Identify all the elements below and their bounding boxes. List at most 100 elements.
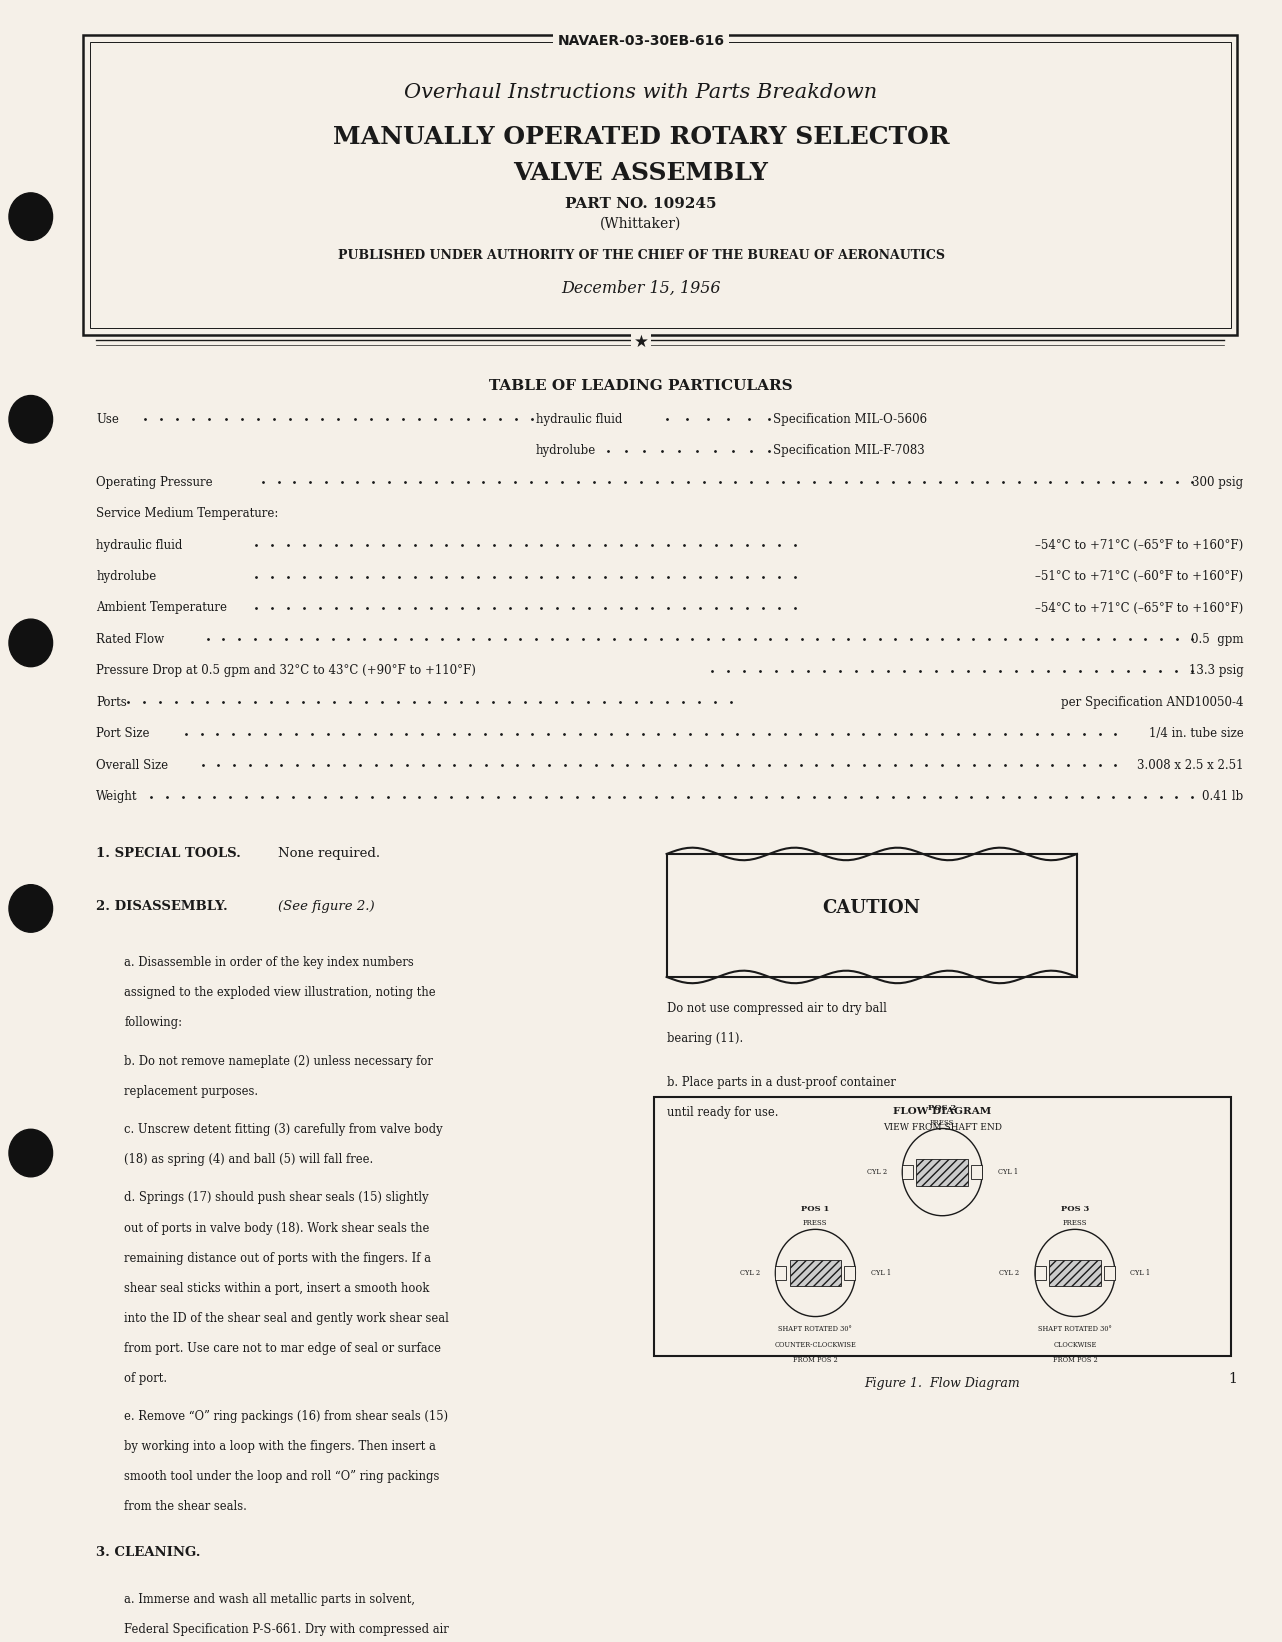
Bar	[654, 1097, 1231, 1356]
Text: 3.008 x 2.5 x 2.51: 3.008 x 2.5 x 2.51	[1137, 759, 1244, 772]
Text: VIEW FROM SHAFT END: VIEW FROM SHAFT END	[883, 1123, 1001, 1133]
Bar	[1035, 1266, 1046, 1281]
Text: Do not use compressed air to dry ball: Do not use compressed air to dry ball	[667, 1002, 887, 1015]
Text: following:: following:	[124, 1016, 182, 1030]
Text: d. Springs (17) should push shear seals (15) slightly: d. Springs (17) should push shear seals …	[124, 1192, 429, 1205]
Circle shape	[9, 619, 53, 667]
Bar	[903, 1164, 913, 1179]
Text: CYL 2: CYL 2	[740, 1269, 760, 1277]
Text: into the ID of the shear seal and gently work shear seal: into the ID of the shear seal and gently…	[124, 1312, 449, 1325]
Text: Use: Use	[96, 412, 119, 425]
Text: 3. CLEANING.: 3. CLEANING.	[96, 1545, 201, 1558]
Bar	[776, 1266, 786, 1281]
Text: a. Disassemble in order of the key index numbers: a. Disassemble in order of the key index…	[124, 956, 414, 969]
Text: CYL 1: CYL 1	[997, 1167, 1018, 1176]
Text: SHAFT ROTATED 30°: SHAFT ROTATED 30°	[1038, 1325, 1111, 1333]
Text: until ready for use.: until ready for use.	[667, 1107, 778, 1120]
Bar	[845, 1266, 855, 1281]
Text: SHAFT ROTATED 30°: SHAFT ROTATED 30°	[778, 1325, 853, 1333]
Text: Rated Flow: Rated Flow	[96, 632, 164, 645]
Text: e. Remove “O” ring packings (16) from shear seals (15): e. Remove “O” ring packings (16) from sh…	[124, 1410, 449, 1424]
Text: 300 psig: 300 psig	[1192, 476, 1244, 489]
Text: Ports: Ports	[96, 696, 127, 709]
Text: smooth tool under the loop and roll “O” ring packings: smooth tool under the loop and roll “O” …	[124, 1470, 440, 1483]
Text: bearing (11).: bearing (11).	[667, 1033, 742, 1046]
Text: PART NO. 109245: PART NO. 109245	[565, 197, 717, 212]
Text: VALVE ASSEMBLY: VALVE ASSEMBLY	[514, 161, 768, 186]
Text: replacement purposes.: replacement purposes.	[124, 1085, 259, 1097]
Text: shear seal sticks within a port, insert a smooth hook: shear seal sticks within a port, insert …	[124, 1282, 429, 1294]
Text: out of ports in valve body (18). Work shear seals the: out of ports in valve body (18). Work sh…	[124, 1222, 429, 1235]
Text: Ambient Temperature: Ambient Temperature	[96, 601, 227, 614]
Text: from the shear seals.: from the shear seals.	[124, 1501, 247, 1514]
Text: TABLE OF LEADING PARTICULARS: TABLE OF LEADING PARTICULARS	[490, 379, 792, 392]
Text: a. Immerse and wash all metallic parts in solvent,: a. Immerse and wash all metallic parts i…	[124, 1593, 415, 1606]
Bar	[917, 1159, 968, 1186]
Text: CYL 2: CYL 2	[867, 1167, 887, 1176]
Text: 1: 1	[1228, 1373, 1237, 1386]
Text: b. Do not remove nameplate (2) unless necessary for: b. Do not remove nameplate (2) unless ne…	[124, 1054, 433, 1067]
Text: CYL 2: CYL 2	[1000, 1269, 1019, 1277]
Text: FROM POS 2: FROM POS 2	[794, 1356, 837, 1365]
Text: Port Size: Port Size	[96, 727, 150, 741]
Bar	[1104, 1266, 1115, 1281]
Circle shape	[9, 885, 53, 933]
Text: NAVAER-03-30EB-616: NAVAER-03-30EB-616	[558, 33, 724, 48]
Text: c. Unscrew detent fitting (3) carefully from valve body: c. Unscrew detent fitting (3) carefully …	[124, 1123, 444, 1136]
Text: ★: ★	[633, 333, 649, 351]
Text: COUNTER-CLOCKWISE: COUNTER-CLOCKWISE	[774, 1342, 856, 1348]
Bar	[790, 1259, 841, 1286]
Text: –54°C to +71°C (–65°F to +160°F): –54°C to +71°C (–65°F to +160°F)	[1036, 601, 1244, 614]
Text: hydraulic fluid: hydraulic fluid	[536, 412, 622, 425]
Text: Specification MIL-F-7083: Specification MIL-F-7083	[773, 445, 924, 456]
Text: hydraulic fluid: hydraulic fluid	[96, 539, 182, 552]
Text: PRESS: PRESS	[1063, 1220, 1087, 1227]
Text: POS 2: POS 2	[928, 1103, 956, 1112]
Text: POS 3: POS 3	[1060, 1205, 1090, 1212]
Text: (See figure 2.): (See figure 2.)	[278, 900, 374, 913]
Text: Overhaul Instructions with Parts Breakdown: Overhaul Instructions with Parts Breakdo…	[404, 82, 878, 102]
Text: POS 1: POS 1	[801, 1205, 829, 1212]
Circle shape	[9, 1130, 53, 1177]
Text: Weight: Weight	[96, 790, 137, 803]
Text: CLOCKWISE: CLOCKWISE	[1054, 1342, 1096, 1348]
Circle shape	[9, 396, 53, 443]
Text: hydrolube: hydrolube	[536, 445, 596, 456]
Bar	[1049, 1259, 1101, 1286]
Bar	[972, 1164, 982, 1179]
Text: December 15, 1956: December 15, 1956	[562, 279, 720, 297]
Text: 2. DISASSEMBLY.: 2. DISASSEMBLY.	[96, 900, 228, 913]
Text: 0.5  gpm: 0.5 gpm	[1191, 632, 1244, 645]
Text: per Specification AND10050-4: per Specification AND10050-4	[1061, 696, 1244, 709]
Text: 1. SPECIAL TOOLS.: 1. SPECIAL TOOLS.	[96, 847, 241, 860]
Text: Service Medium Temperature:: Service Medium Temperature:	[96, 507, 278, 521]
Text: Federal Specification P-S-661. Dry with compressed air: Federal Specification P-S-661. Dry with …	[124, 1624, 449, 1637]
Text: FROM POS 2: FROM POS 2	[1053, 1356, 1097, 1365]
Text: CYL 1: CYL 1	[870, 1269, 891, 1277]
Text: PRESS: PRESS	[803, 1220, 828, 1227]
Text: of port.: of port.	[124, 1371, 168, 1384]
Text: Overall Size: Overall Size	[96, 759, 168, 772]
Text: (Whittaker): (Whittaker)	[600, 217, 682, 230]
Text: CYL 1: CYL 1	[1131, 1269, 1150, 1277]
Text: –51°C to +71°C (–60°F to +160°F): –51°C to +71°C (–60°F to +160°F)	[1036, 570, 1244, 583]
Text: Pressure Drop at 0.5 gpm and 32°C to 43°C (+90°F to +110°F): Pressure Drop at 0.5 gpm and 32°C to 43°…	[96, 665, 476, 678]
Text: assigned to the exploded view illustration, noting the: assigned to the exploded view illustrati…	[124, 987, 436, 998]
Text: PUBLISHED UNDER AUTHORITY OF THE CHIEF OF THE BUREAU OF AERONAUTICS: PUBLISHED UNDER AUTHORITY OF THE CHIEF O…	[337, 250, 945, 263]
Text: remaining distance out of ports with the fingers. If a: remaining distance out of ports with the…	[124, 1251, 431, 1264]
Text: PRESS: PRESS	[929, 1118, 955, 1126]
Text: None required.: None required.	[278, 847, 381, 860]
Text: 0.41 lb: 0.41 lb	[1203, 790, 1244, 803]
Text: (18) as spring (4) and ball (5) will fall free.: (18) as spring (4) and ball (5) will fal…	[124, 1153, 373, 1166]
Text: –54°C to +71°C (–65°F to +160°F): –54°C to +71°C (–65°F to +160°F)	[1036, 539, 1244, 552]
Text: 13.3 psig: 13.3 psig	[1188, 665, 1244, 678]
Text: from port. Use care not to mar edge of seal or surface: from port. Use care not to mar edge of s…	[124, 1342, 441, 1355]
Text: Specification MIL-O-5606: Specification MIL-O-5606	[773, 412, 927, 425]
Text: by working into a loop with the fingers. Then insert a: by working into a loop with the fingers.…	[124, 1440, 436, 1453]
Text: MANUALLY OPERATED ROTARY SELECTOR: MANUALLY OPERATED ROTARY SELECTOR	[333, 125, 949, 149]
Text: 1/4 in. tube size: 1/4 in. tube size	[1149, 727, 1244, 741]
Text: Operating Pressure: Operating Pressure	[96, 476, 213, 489]
Text: Figure 1.  Flow Diagram: Figure 1. Flow Diagram	[864, 1378, 1020, 1391]
Bar	[667, 854, 1077, 977]
Text: hydrolube: hydrolube	[96, 570, 156, 583]
